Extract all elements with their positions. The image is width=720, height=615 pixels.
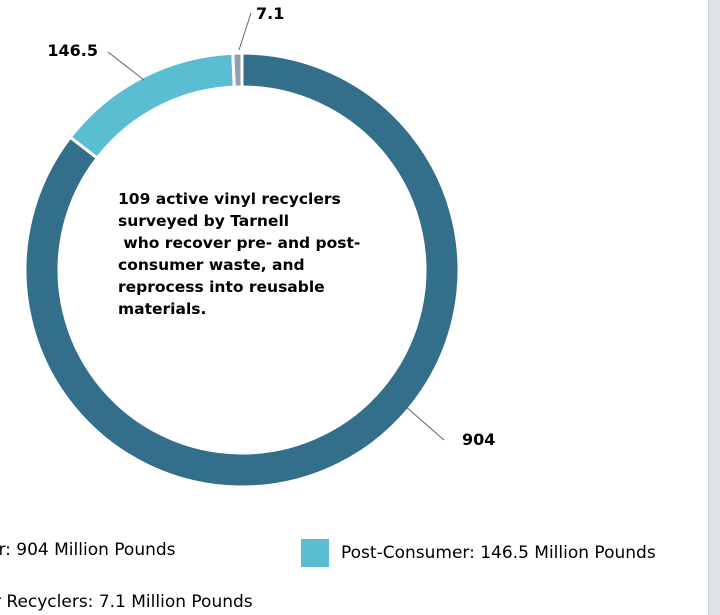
data-label-post-consumer: 146.5	[47, 41, 98, 60]
leader-line-other-recyclers	[238, 12, 252, 51]
legend-label-post-consumer: Post-Consumer: 146.5 Million Pounds	[341, 543, 656, 563]
data-label-pre-consumer: 904	[462, 430, 495, 449]
leader-lines	[107, 12, 445, 441]
data-labels: 904 146.5 7.1	[47, 4, 495, 449]
legend-item-post-consumer: Post-Consumer: 146.5 Million Pounds	[301, 539, 656, 567]
right-panel-strip	[708, 0, 720, 615]
legend-label-other-recyclers: r Recyclers: 7.1 Million Pounds	[0, 592, 253, 612]
leader-line-post-consumer	[107, 51, 145, 81]
legend-swatch-post-consumer	[301, 539, 329, 567]
data-label-other-recyclers: 7.1	[256, 4, 284, 23]
legend-item-other-recyclers: r Recyclers: 7.1 Million Pounds	[0, 592, 253, 612]
donut-slice-post-consumer	[68, 51, 236, 161]
donut-slices	[23, 51, 461, 489]
donut-slice-other-recyclers	[231, 51, 244, 89]
legend-label-pre-consumer: er: 904 Million Pounds	[0, 540, 176, 560]
donut-slice-pre-consumer	[23, 51, 461, 489]
center-annotation: 109 active vinyl recyclers surveyed by T…	[118, 190, 361, 318]
leader-line-pre-consumer	[404, 405, 445, 441]
legend-item-pre-consumer: er: 904 Million Pounds	[0, 540, 176, 560]
